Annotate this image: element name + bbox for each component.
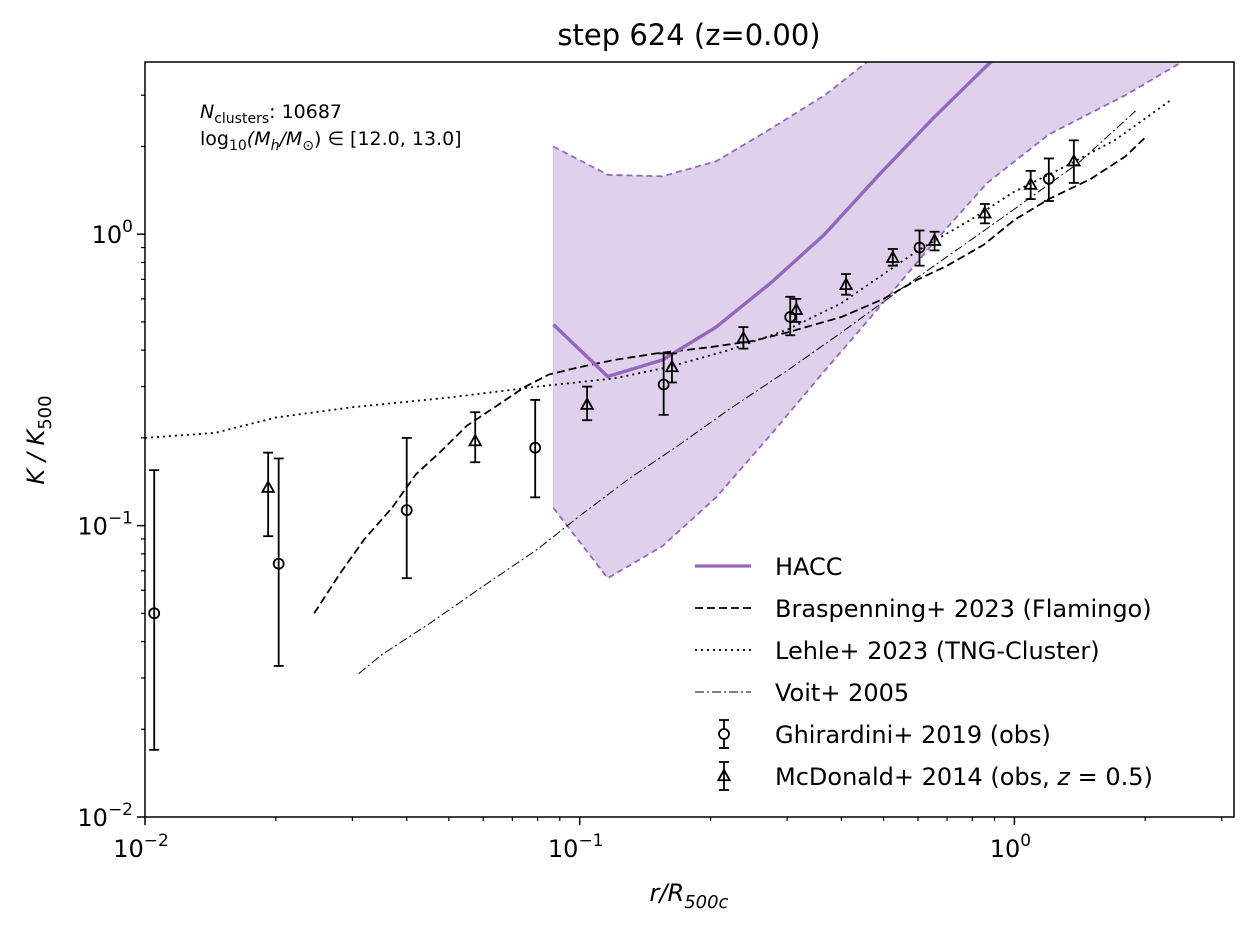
y-tick-label-3: 100 bbox=[92, 217, 133, 249]
legend-label-mcdonald-prefix: McDonald+ 2014 (obs, bbox=[775, 763, 1057, 791]
x-axis-label-main: r/R bbox=[650, 879, 685, 907]
annotation-log-base: 10 bbox=[229, 138, 247, 154]
legend-label-6: McDonald+ 2014 (obs, z = 0.5) bbox=[775, 763, 1153, 791]
mcdonald-marker-3 bbox=[579, 396, 595, 410]
mcdonald-marker-6 bbox=[789, 302, 804, 315]
legend-label-mcdonald-suffix: = 0.5) bbox=[1070, 763, 1153, 791]
legend-label-2: Braspenning+ 2023 (Flamingo) bbox=[775, 595, 1152, 623]
x-tick-label-exponent-1: −2 bbox=[144, 831, 169, 851]
x-tick-label-exponent-3: 0 bbox=[1020, 831, 1031, 851]
series-line-1 bbox=[313, 136, 1146, 614]
legend-label-3: Lehle+ 2023 (TNG-Cluster) bbox=[775, 637, 1100, 665]
annotation-log: log bbox=[200, 128, 229, 150]
mcdonald-marker-12 bbox=[1066, 153, 1082, 167]
annotation-mass-open: (M bbox=[247, 128, 271, 150]
hacc-band-lower-line bbox=[552, 62, 1184, 580]
mcdonald-marker-9 bbox=[927, 232, 942, 246]
mcdonald-marker-10 bbox=[977, 205, 993, 219]
ghirardini-marker-6 bbox=[784, 311, 797, 323]
y-tick-label-exponent-1: −2 bbox=[108, 800, 133, 820]
y-tick-label-2: 10−1 bbox=[77, 509, 133, 541]
mcdonald-marker-5 bbox=[736, 330, 751, 344]
x-tick-label-exponent-2: −1 bbox=[578, 831, 603, 851]
legend-label-1: HACC bbox=[775, 553, 843, 581]
y-axis-label: K / K500 bbox=[22, 395, 56, 484]
annotation-mass-sub-h: h bbox=[271, 138, 280, 154]
annotation-n-symbol: N bbox=[200, 101, 214, 123]
y-tick-label-base-2: 10 bbox=[77, 513, 108, 541]
y-tick-label-exponent-3: 0 bbox=[122, 217, 133, 237]
ghirardini-marker-1 bbox=[148, 607, 161, 620]
mcdonald-marker-2 bbox=[467, 433, 483, 447]
y-axis-label-sub: 500 bbox=[35, 395, 56, 429]
legend-label-4: Voit+ 2005 bbox=[775, 679, 909, 707]
ghirardini-marker-8 bbox=[1042, 172, 1055, 185]
ghirardini-marker-4 bbox=[529, 441, 542, 454]
mcdonald-marker-8 bbox=[885, 249, 900, 263]
annotation-n-subscript: clusters bbox=[214, 111, 269, 127]
annotation-mass-div: /M bbox=[277, 128, 302, 150]
series-line-3 bbox=[358, 110, 1136, 675]
y-tick-label-1: 10−2 bbox=[77, 800, 133, 832]
y-axis-label-main: K / K bbox=[22, 428, 50, 485]
x-axis-label: r/R500c bbox=[650, 879, 729, 913]
x-tick-label-1: 10−2 bbox=[113, 831, 169, 863]
annotation-mass-sub-sun: ⊙ bbox=[302, 138, 314, 154]
ghirardini-marker-7 bbox=[913, 241, 926, 254]
plot-area bbox=[145, 62, 1184, 751]
hacc-median-line bbox=[552, 62, 994, 379]
y-tick-label-exponent-2: −1 bbox=[108, 509, 133, 529]
x-tick-label-3: 100 bbox=[990, 831, 1031, 863]
chart-title: step 624 (z=0.00) bbox=[557, 18, 820, 52]
hacc-band-upper-line bbox=[552, 62, 869, 178]
plot-frame bbox=[144, 61, 1235, 818]
legend-label-mcdonald-z: z bbox=[1056, 763, 1071, 791]
y-tick-label-base-3: 10 bbox=[92, 221, 123, 249]
annotation-line-1: Nclusters: 10687 bbox=[200, 101, 342, 127]
ghirardini-marker-2 bbox=[272, 557, 285, 570]
legend-marker-triangle bbox=[716, 768, 732, 782]
mcdonald-marker-11 bbox=[1023, 176, 1038, 190]
x-tick-label-base-3: 10 bbox=[990, 835, 1021, 863]
ghirardini-marker-3 bbox=[400, 504, 413, 517]
mcdonald-marker-4 bbox=[664, 359, 680, 373]
x-tick-label-base-1: 10 bbox=[113, 835, 144, 863]
x-tick-label-base-2: 10 bbox=[548, 835, 579, 863]
annotation-line-2: log10(Mh/M⊙) ∈ [12.0, 13.0] bbox=[200, 128, 462, 154]
x-tick-label-2: 10−1 bbox=[548, 831, 604, 863]
mcdonald-marker-7 bbox=[838, 277, 854, 291]
hacc-band bbox=[553, 62, 1182, 579]
annotation-n-value: : 10687 bbox=[269, 101, 342, 123]
legend-marker-circle bbox=[718, 728, 730, 740]
y-tick-label-base-1: 10 bbox=[77, 804, 108, 832]
x-axis-label-sub: 500c bbox=[684, 892, 728, 913]
legend: HACC Braspenning+ 2023 (Flamingo) Lehle+ 2… bbox=[695, 553, 1153, 791]
mcdonald-marker-1 bbox=[260, 479, 276, 493]
legend-label-5: Ghirardini+ 2019 (obs) bbox=[775, 721, 1051, 749]
annotation-mass-range: ) ∈ [12.0, 13.0] bbox=[314, 128, 462, 150]
ghirardini-marker-5 bbox=[657, 378, 670, 391]
